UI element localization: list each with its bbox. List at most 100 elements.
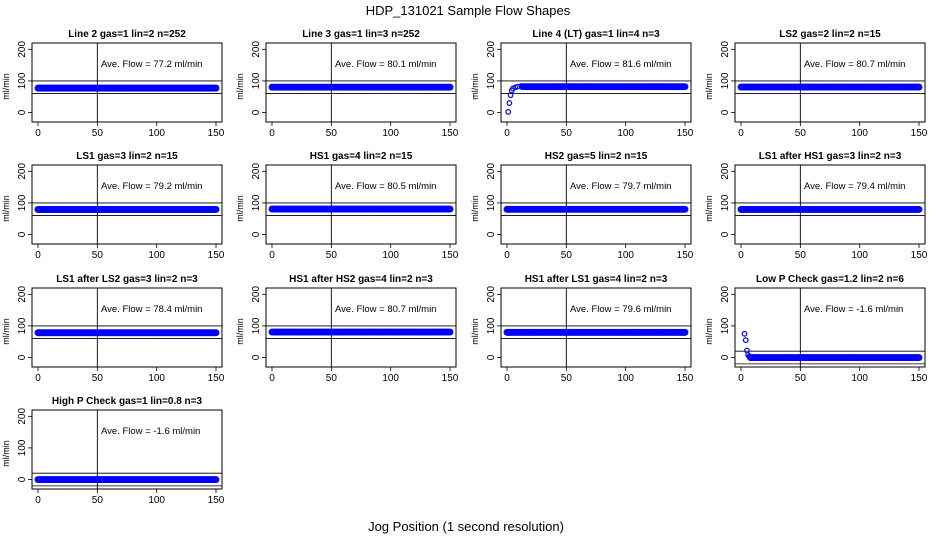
data-point <box>681 83 689 91</box>
panel-11: HS1 after LS1 gas=4 lin=2 n=3 0 50 100 150 0 1… <box>470 274 694 384</box>
x-tick-label: 100 <box>382 373 399 384</box>
y-tick-label: 0 <box>720 354 731 360</box>
y-tick-label: 200 <box>720 163 731 180</box>
data-points <box>34 476 220 483</box>
y-axis-label: ml/min <box>470 73 480 100</box>
panel-title: HS2 gas=5 lin=2 n=15 <box>545 151 648 162</box>
x-tick-label: 150 <box>911 373 928 384</box>
plot-frame <box>31 409 223 490</box>
x-tick-label: 50 <box>92 495 104 506</box>
x-tick-label: 100 <box>851 128 868 139</box>
data-points <box>34 329 220 337</box>
plot-frame <box>265 164 457 245</box>
y-axis-label: ml/min <box>1 440 11 467</box>
panel-5: LS1 gas=3 lin=2 n=15 0 50 100 150 0 100 200 ml/m… <box>1 151 225 261</box>
panel-title: HS1 after LS1 gas=4 lin=2 n=3 <box>525 274 668 285</box>
x-tick-label: 150 <box>677 250 694 261</box>
y-axis-label: ml/min <box>470 195 480 222</box>
y-tick-label: 200 <box>720 286 731 303</box>
y-tick-label: 0 <box>720 231 731 237</box>
data-points <box>503 205 689 213</box>
y-tick-label: 100 <box>17 317 28 334</box>
x-tick-label: 150 <box>442 250 459 261</box>
data-points <box>503 328 689 336</box>
panel-grid: Line 2 gas=1 lin=2 n=252 0 50 100 150 0 100 200… <box>1 29 928 506</box>
panel-4: LS2 gas=2 lin=2 n=15 0 50 100 150 0 100 200 ml/m… <box>704 29 928 139</box>
plot-frame <box>31 164 223 245</box>
x-tick-label: 150 <box>442 373 459 384</box>
y-axis-label: ml/min <box>1 73 11 100</box>
data-points <box>268 83 454 91</box>
x-tick-label: 50 <box>795 373 807 384</box>
y-tick-label: 100 <box>486 194 497 211</box>
data-points <box>737 83 923 91</box>
x-tick-label: 0 <box>504 373 510 384</box>
x-tick-label: 0 <box>35 250 41 261</box>
x-tick-label: 0 <box>35 128 41 139</box>
plot-frame <box>500 164 692 245</box>
panel-7: HS2 gas=5 lin=2 n=15 0 50 100 150 0 100 200 ml/m… <box>470 151 694 261</box>
average-flow-label: Ave. Flow = 79.2 ml/min <box>101 181 202 192</box>
panel-title: HS1 gas=4 lin=2 n=15 <box>310 151 413 162</box>
y-tick-label: 200 <box>251 41 262 58</box>
x-tick-label: 100 <box>148 373 165 384</box>
x-tick-label: 100 <box>617 373 634 384</box>
data-point <box>742 337 749 344</box>
panel-title: Line 3 gas=1 lin=3 n=252 <box>302 29 420 40</box>
data-points <box>737 205 923 213</box>
y-tick-label: 200 <box>251 286 262 303</box>
panel-title: LS1 after LS2 gas=3 lin=2 n=3 <box>56 274 198 285</box>
x-tick-label: 150 <box>208 128 225 139</box>
x-tick-label: 0 <box>504 128 510 139</box>
x-tick-label: 50 <box>326 373 338 384</box>
x-tick-label: 0 <box>504 250 510 261</box>
data-points <box>34 84 220 92</box>
data-point <box>741 330 748 337</box>
data-point <box>681 205 689 213</box>
y-tick-label: 100 <box>251 72 262 89</box>
average-flow-label: Ave. Flow = 81.6 ml/min <box>570 59 671 70</box>
average-flow-label: Ave. Flow = 79.4 ml/min <box>804 181 905 192</box>
x-tick-label: 0 <box>35 495 41 506</box>
y-tick-label: 200 <box>17 163 28 180</box>
x-tick-label: 50 <box>561 250 573 261</box>
plot-frame <box>265 287 457 368</box>
x-tick-label: 100 <box>617 250 634 261</box>
y-tick-label: 100 <box>486 72 497 89</box>
x-tick-label: 150 <box>911 128 928 139</box>
x-tick-label: 100 <box>851 373 868 384</box>
y-axis-label: ml/min <box>235 73 245 100</box>
panel-title: Line 4 (LT) gas=1 lin=4 n=3 <box>532 29 660 40</box>
x-tick-label: 100 <box>382 250 399 261</box>
y-axis-label: ml/min <box>704 73 714 100</box>
y-tick-label: 100 <box>251 317 262 334</box>
y-axis-label: ml/min <box>235 195 245 222</box>
data-point <box>212 329 220 337</box>
panel-title: High P Check gas=1 lin=0.8 n=3 <box>52 396 203 407</box>
data-point <box>915 83 923 91</box>
x-tick-label: 50 <box>326 128 338 139</box>
panel-6: HS1 gas=4 lin=2 n=15 0 50 100 150 0 100 200 ml/m… <box>235 151 459 261</box>
data-point <box>446 83 454 91</box>
plot-frame <box>500 287 692 368</box>
panel-2: Line 3 gas=1 lin=3 n=252 0 50 100 150 0 100 200… <box>235 29 459 139</box>
x-tick-label: 0 <box>269 128 275 139</box>
y-tick-label: 0 <box>17 476 28 482</box>
y-axis-label: ml/min <box>470 318 480 345</box>
plot-frame <box>734 164 926 245</box>
y-tick-label: 100 <box>720 72 731 89</box>
y-tick-label: 100 <box>17 439 28 456</box>
panel-9: LS1 after LS2 gas=3 lin=2 n=3 0 50 100 150 0 1… <box>1 274 225 384</box>
x-tick-label: 0 <box>738 250 744 261</box>
x-tick-label: 0 <box>269 250 275 261</box>
y-tick-label: 100 <box>486 317 497 334</box>
panel-title: LS1 after HS1 gas=3 lin=2 n=3 <box>759 151 902 162</box>
x-tick-label: 150 <box>208 250 225 261</box>
data-points <box>34 206 220 213</box>
y-tick-label: 0 <box>17 109 28 115</box>
plot-frame <box>734 42 926 123</box>
average-flow-label: Ave. Flow = -1.6 ml/min <box>804 304 903 315</box>
panel-1: Line 2 gas=1 lin=2 n=252 0 50 100 150 0 100 200… <box>1 29 225 139</box>
y-tick-label: 100 <box>720 194 731 211</box>
